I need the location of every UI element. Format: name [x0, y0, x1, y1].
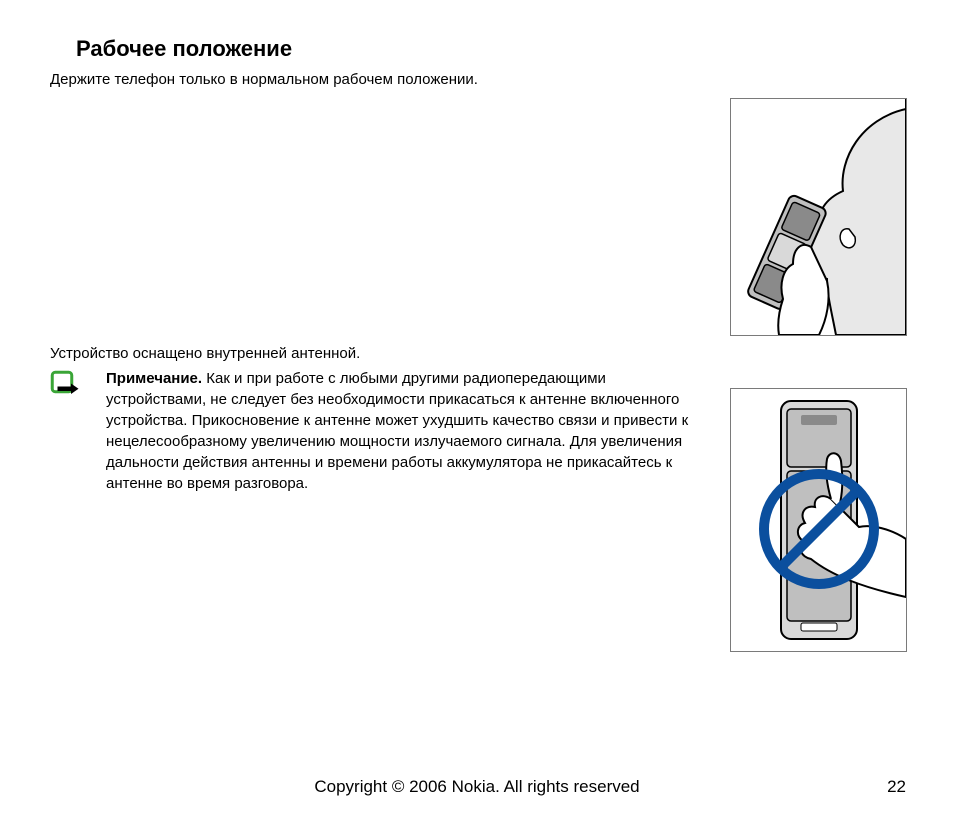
intro-paragraph: Держите телефон только в нормальном рабо…	[50, 70, 650, 90]
manual-page: Рабочее положение Держите телефон только…	[0, 0, 954, 829]
figure-do-not-touch-antenna	[730, 388, 907, 652]
antenna-paragraph: Устройство оснащено внутренней антенной.	[50, 344, 650, 364]
note-text: Примечание. Как и при работе с любыми др…	[106, 368, 710, 494]
figure2-svg	[731, 389, 906, 651]
note-body: Как и при работе с любыми другими радиоп…	[106, 370, 688, 492]
camera-strip	[801, 415, 837, 425]
phone-bottom-label	[801, 623, 837, 631]
copyright-footer: Copyright © 2006 Nokia. All rights reser…	[0, 777, 954, 797]
figure1-svg	[731, 99, 906, 335]
page-number: 22	[887, 777, 906, 797]
figure-correct-position	[730, 98, 907, 336]
section-heading: Рабочее положение	[76, 36, 292, 62]
note-icon-wrap	[50, 368, 106, 405]
note-block: Примечание. Как и при работе с любыми др…	[50, 368, 710, 494]
note-label: Примечание.	[106, 370, 202, 387]
note-icon	[50, 370, 80, 400]
